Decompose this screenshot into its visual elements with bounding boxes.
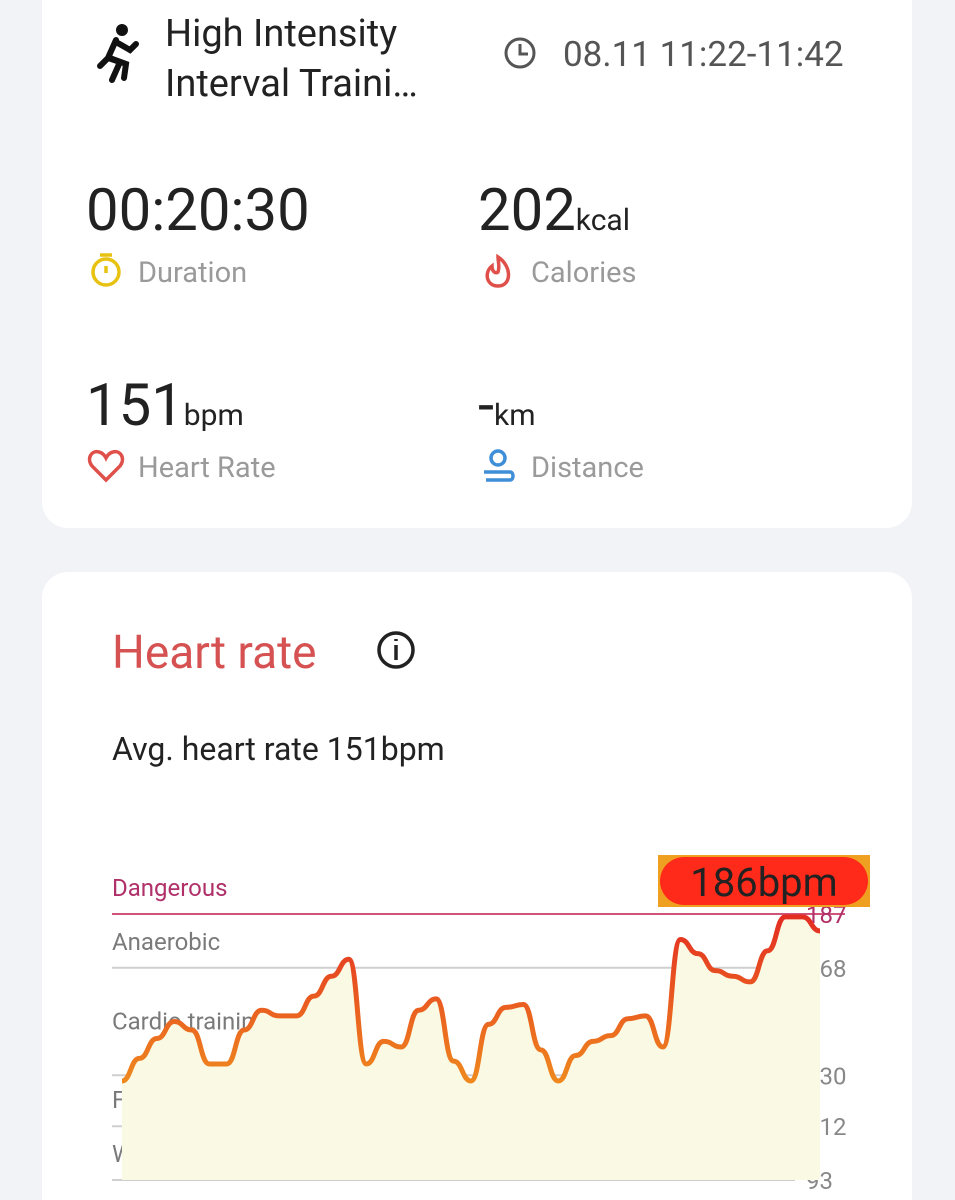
stat-number: 202 <box>478 177 576 245</box>
average-text: Avg. heart rate 151bpm <box>112 730 445 768</box>
max-badge <box>660 857 868 905</box>
stat-value: -km <box>478 372 536 440</box>
stat-value: 202kcal <box>478 177 630 245</box>
workout-time: 08.11 11:22-11:42 <box>563 34 844 75</box>
stat-unit: bpm <box>184 398 244 433</box>
stat-number: - <box>478 372 494 440</box>
stat-unit: kcal <box>576 203 630 238</box>
stat-label: Calories <box>531 256 636 290</box>
heart-icon <box>87 449 125 483</box>
stopwatch-icon <box>91 253 121 287</box>
clock-icon <box>504 37 536 69</box>
stat-number: 151 <box>86 372 184 440</box>
stat-number: 00:20:30 <box>86 177 310 245</box>
zone-label: Anaerobic <box>112 928 220 956</box>
heart-rate-line <box>121 914 821 1084</box>
activity-title: High Intensity <box>165 12 397 56</box>
stat-label: Distance <box>531 451 644 485</box>
stat-value: 151bpm <box>86 372 244 440</box>
running-icon <box>97 24 139 83</box>
zone-label: Dangerous <box>112 874 227 902</box>
activity-title: Interval Traini… <box>165 62 418 106</box>
flame-icon <box>485 253 511 288</box>
summary-card <box>42 0 912 528</box>
stat-label: Heart Rate <box>138 451 276 485</box>
stat-label: Duration <box>138 256 247 290</box>
stat-value: 00:20:30 <box>86 177 310 245</box>
max-label: 186bpm <box>690 859 837 906</box>
card-title[interactable]: Heart rate <box>112 626 317 680</box>
info-icon[interactable] <box>377 631 415 669</box>
stat-unit: km <box>494 398 536 433</box>
area-fill <box>122 916 820 1180</box>
location-icon <box>484 449 515 482</box>
